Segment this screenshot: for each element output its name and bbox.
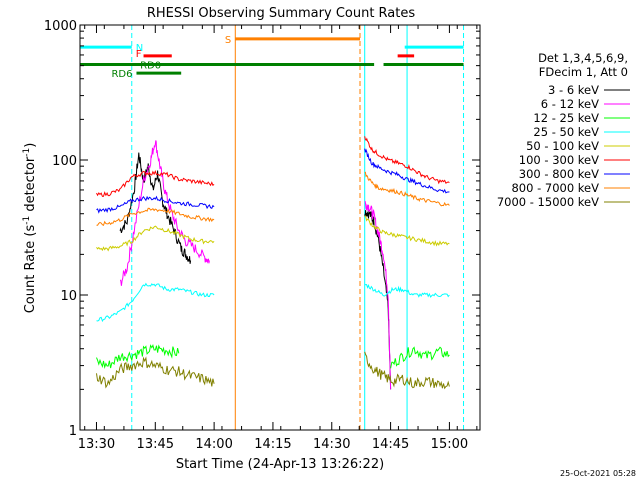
series-50to100keV-seg1 bbox=[96, 225, 215, 252]
x-tick-label-1345: 13:45 bbox=[137, 437, 174, 452]
x-tick-label-1445: 14:45 bbox=[372, 437, 409, 452]
legend-entry-label: 100 - 300 keV bbox=[519, 153, 599, 167]
series-100to300keV-seg2 bbox=[364, 136, 450, 185]
series-300to800keV-seg1 bbox=[96, 195, 215, 214]
legend-entry-label: 25 - 50 keV bbox=[533, 125, 599, 139]
legend-entry-label: 300 - 800 keV bbox=[519, 167, 599, 181]
series-50to100keV-seg2 bbox=[364, 215, 450, 247]
legend-entry-label: 6 - 12 keV bbox=[541, 97, 599, 111]
legend-header-0: Det 1,3,4,5,6,9, bbox=[538, 51, 628, 65]
flag-label-f: F bbox=[136, 49, 142, 60]
series-800to7000keV-seg1 bbox=[96, 207, 215, 227]
chart-title: RHESSI Observing Summary Count Rates bbox=[147, 6, 416, 21]
series-100to300keV-seg1 bbox=[96, 169, 215, 197]
legend-header-1: FDecim 1, Att 0 bbox=[539, 65, 628, 79]
flag-label-rd6: RD6 bbox=[111, 69, 132, 80]
series-3to6keV-seg2 bbox=[364, 210, 392, 390]
series-7000to15000keV-seg1 bbox=[96, 356, 215, 389]
legend-entry-label: 3 - 6 keV bbox=[548, 83, 599, 97]
legend-entry-label: 12 - 25 keV bbox=[533, 111, 599, 125]
plot-frame bbox=[79, 24, 481, 431]
series-3to6keV-seg1 bbox=[119, 152, 192, 264]
plot-clip-group bbox=[80, 25, 465, 430]
flag-label-n: N bbox=[136, 43, 143, 54]
series-300to800keV-seg2 bbox=[364, 148, 450, 194]
series-12to25keV-seg2 bbox=[390, 346, 450, 369]
legend-entry-label: 7000 - 15000 keV bbox=[497, 195, 599, 209]
x-tick-label-1500: 15:00 bbox=[431, 437, 468, 452]
y-tick-label-1000: 1000 bbox=[44, 19, 77, 34]
series-6to12keV-seg1 bbox=[120, 140, 210, 286]
series-7000to15000keV-seg2 bbox=[364, 351, 450, 390]
flag-label-s: S bbox=[225, 35, 231, 46]
y-tick-label-1: 1 bbox=[69, 424, 77, 439]
axes: 1 10 100 1000 13:30 13:45 14:00 14:15 14:30 14:45… bbox=[44, 19, 481, 452]
series-800to7000keV-seg2 bbox=[364, 171, 450, 207]
series-12to25keV-seg1 bbox=[96, 343, 180, 370]
x-axis-label: Start Time (24-Apr-13 13:26:22) bbox=[176, 457, 384, 472]
series-25to50keV-seg1 bbox=[96, 282, 215, 323]
legend: Det 1,3,4,5,6,9,FDecim 1, Att 0 3 - 6 keV… bbox=[497, 51, 630, 209]
x-tick-label-1415: 14:15 bbox=[254, 437, 291, 452]
render-timestamp: 25-Oct-2021 05:28 bbox=[560, 469, 636, 478]
series-25to50keV-seg2 bbox=[364, 283, 450, 298]
y-tick-label-10: 10 bbox=[60, 289, 77, 304]
flag-label-rd0: RD0 bbox=[140, 60, 161, 71]
y-axis-label: Count Rate (s-1 detector-1) bbox=[22, 143, 38, 314]
legend-entry-label: 50 - 100 keV bbox=[526, 139, 599, 153]
y-tick-label-100: 100 bbox=[52, 154, 77, 169]
x-tick-label-1430: 14:30 bbox=[313, 437, 350, 452]
x-tick-label-1400: 14:00 bbox=[195, 437, 232, 452]
legend-entry-label: 800 - 7000 keV bbox=[511, 181, 599, 195]
x-tick-label-1330: 13:30 bbox=[78, 437, 115, 452]
plot-area: NF S RD0 RD6 bbox=[80, 25, 465, 430]
series-6to12keV-seg2 bbox=[364, 200, 392, 390]
